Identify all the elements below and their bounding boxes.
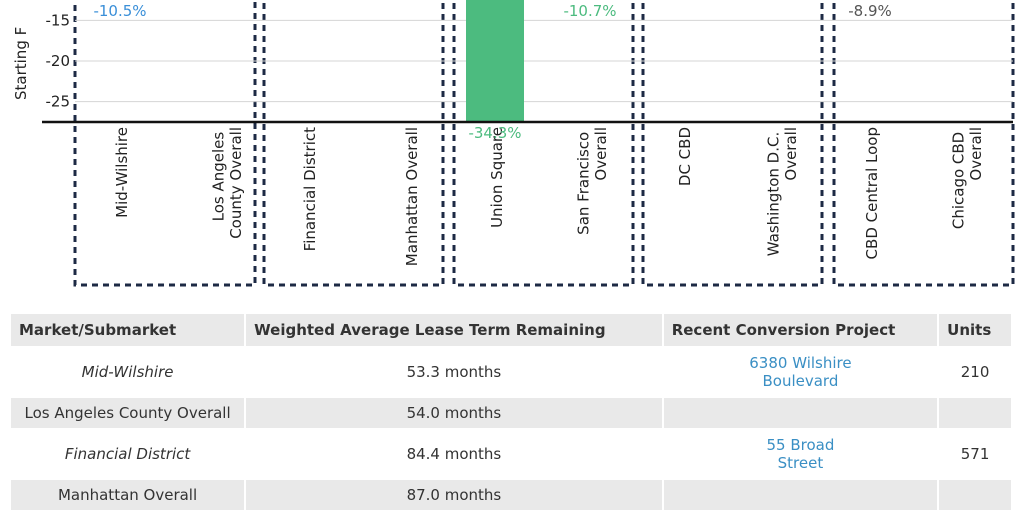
value-label: -10.7% <box>563 2 616 20</box>
x-tick-label: Mid-Wilshire <box>113 127 131 218</box>
label-line: County Overall <box>227 127 245 239</box>
label-line: Overall <box>592 127 610 181</box>
x-tick-label: DC CBD <box>676 127 694 186</box>
chart: Starting F -15 -20 -25 Mid-Wilshire -10.5% Lo… <box>12 0 1015 287</box>
x-tick-label: Chicago CBD Overall <box>950 127 985 229</box>
table-row: Financial District 84.4 months 55 Broad St… <box>11 428 1013 479</box>
table-cell: Financial District <box>11 428 247 479</box>
x-tick-label: CBD Central Loop <box>863 127 881 259</box>
header-row: Market/Submarket Weighted Average Lease T… <box>11 314 1013 347</box>
value-label: -8.9% <box>848 2 892 20</box>
table-cell: 84.4 months <box>245 428 664 479</box>
label-line: Los Angeles <box>210 127 228 221</box>
project-link[interactable]: 55 Broad Street <box>662 428 940 479</box>
table-cell: Los Angeles County Overall <box>11 396 247 429</box>
table-row: Los Angeles County Overall 54.0 months <box>11 396 1013 429</box>
x-tick-label: Manhattan Overall <box>403 127 421 266</box>
value-label: -10.5% <box>93 2 146 20</box>
y-axis-label: Starting F <box>12 27 30 100</box>
bar <box>466 0 524 122</box>
x-tick-label: Financial District <box>301 127 319 251</box>
table-cell: 87.0 months <box>245 478 664 510</box>
table-row: Mid-Wilshire 53.3 months 6380 Wilshire Bou… <box>11 346 1013 397</box>
table-cell <box>938 396 1013 429</box>
table-cell: 54.0 months <box>245 396 664 429</box>
label-line: Washington D.C. <box>765 127 783 256</box>
table-cell: Manhattan Overall <box>11 478 247 510</box>
plot-area <box>466 0 524 122</box>
value-label: -34.3% <box>468 124 521 142</box>
table-row: Manhattan Overall 87.0 months <box>11 478 1013 510</box>
table-cell: 571 <box>938 428 1013 479</box>
table-cell <box>662 396 940 429</box>
group-boxes <box>73 0 1015 287</box>
y-tick-label: -25 <box>46 93 71 111</box>
table-cell: Mid-Wilshire <box>11 346 247 397</box>
x-tick-label: Washington D.C. Overall <box>765 127 800 256</box>
table-cell: 53.3 months <box>245 346 664 397</box>
y-tick-label: -15 <box>46 11 71 29</box>
table-cell: 210 <box>938 346 1013 397</box>
header-cell: Recent Conversion Project <box>662 314 940 347</box>
data-table: Market/Submarket Weighted Average Lease T… <box>11 314 1013 510</box>
label-line: Overall <box>782 127 800 181</box>
y-tick-label: -20 <box>46 52 71 70</box>
label-line: Overall <box>967 127 985 181</box>
label-line: San Francisco <box>575 127 593 235</box>
label-line: Chicago CBD <box>950 127 968 229</box>
table-cell <box>938 478 1013 510</box>
project-link[interactable]: 6380 Wilshire Boulevard <box>662 346 940 397</box>
x-tick-label: Los Angeles County Overall <box>210 127 245 239</box>
x-tick-label: Union Square <box>488 127 506 228</box>
header-cell: Weighted Average Lease Term Remaining <box>245 314 664 347</box>
table-cell <box>662 478 940 510</box>
x-tick-label: San Francisco Overall <box>575 127 610 235</box>
header-cell: Market/Submarket <box>11 314 247 347</box>
header-cell: Units <box>938 314 1013 347</box>
